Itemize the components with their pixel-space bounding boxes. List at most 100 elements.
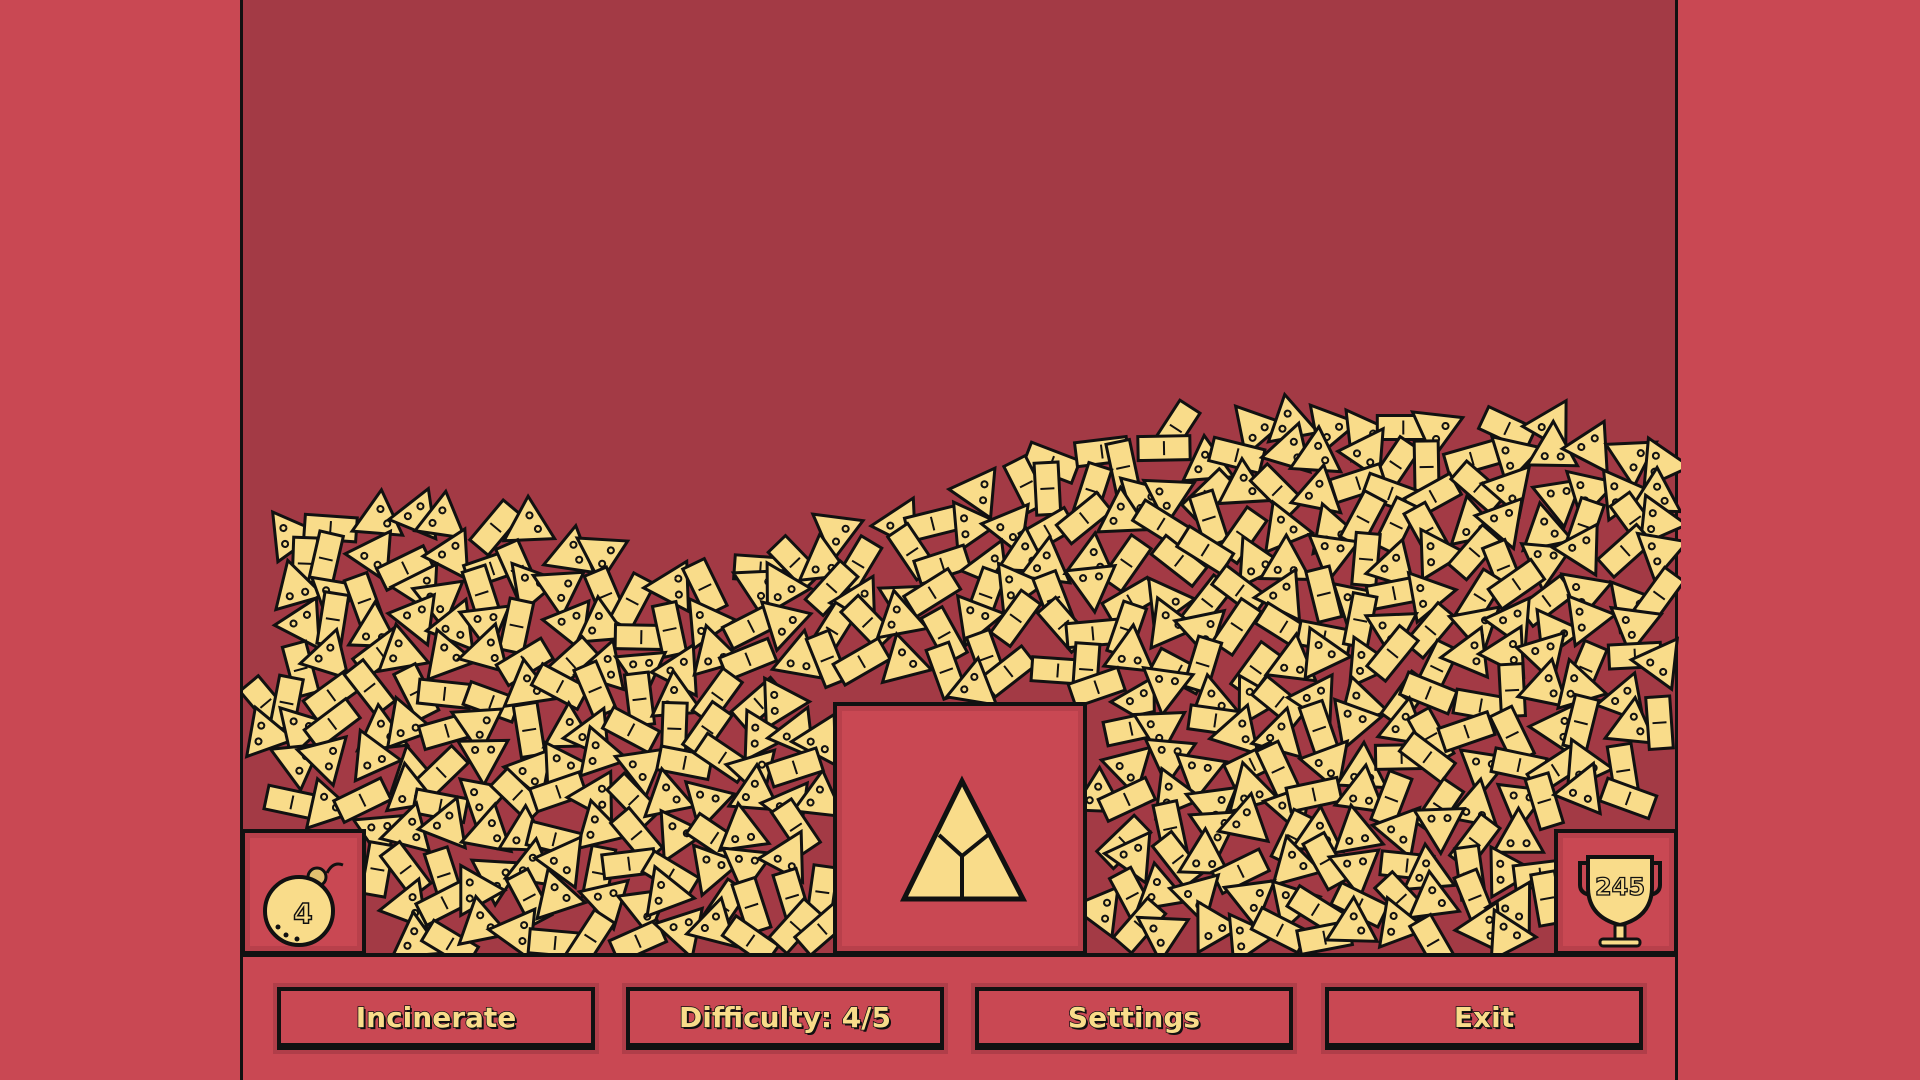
rectangle-piece[interactable] [600,704,662,755]
triangle-piece[interactable] [1285,625,1354,693]
triangle-piece[interactable] [745,550,814,617]
rectangle-piece[interactable] [650,599,689,660]
rectangle-piece[interactable] [1436,709,1497,754]
exit-button[interactable]: Exit [1325,987,1643,1050]
rectangle-piece[interactable] [527,770,589,814]
triangle-piece[interactable] [522,553,587,621]
rectangle-piece[interactable] [1597,776,1659,821]
triangle-piece[interactable] [376,621,437,686]
triangle-piece[interactable] [943,655,1013,725]
triangle-piece[interactable] [645,863,698,923]
rectangle-piece[interactable] [1064,617,1122,650]
triangle-piece[interactable] [1635,518,1681,584]
triangle-piece[interactable] [1176,825,1232,876]
triangle-piece[interactable] [409,626,479,696]
triangle-piece[interactable] [1176,889,1245,953]
triangle-piece[interactable] [1510,656,1570,720]
triangle-piece[interactable] [1315,894,1380,953]
triangle-piece[interactable] [1550,521,1618,586]
triangle-piece[interactable] [1470,907,1540,953]
triangle-piece[interactable] [1411,806,1467,857]
rectangle-piece[interactable] [342,657,398,718]
rectangle-piece[interactable] [1364,623,1421,684]
rectangle-piece[interactable] [1210,596,1264,658]
rectangle-piece[interactable] [919,604,970,666]
triangle-piece[interactable] [578,723,634,784]
triangle-piece[interactable] [763,675,813,731]
triangle-piece[interactable] [373,689,438,750]
triangle-piece[interactable] [1566,590,1619,649]
rectangle-piece[interactable] [497,596,536,656]
triangle-piece[interactable] [726,761,793,831]
rectangle-piece[interactable] [901,566,963,619]
incinerate-button[interactable]: Incinerate [277,987,595,1050]
triangle-piece[interactable] [713,800,772,853]
target-shape-slot[interactable] [833,702,1087,955]
rectangle-piece[interactable] [1136,434,1192,463]
rectangle-piece[interactable] [1054,490,1114,546]
triangle-piece[interactable] [1332,761,1391,814]
triangle-piece[interactable] [455,738,511,788]
triangle-piece[interactable] [1490,805,1547,854]
triangle-piece[interactable] [1369,792,1439,861]
rectangle-piece[interactable] [1486,557,1547,612]
triangle-piece[interactable] [1131,595,1201,663]
triangle-piece[interactable] [1215,864,1277,931]
rectangle-piece[interactable] [769,796,823,858]
triangle-piece[interactable] [1628,624,1681,692]
rectangle-piece[interactable] [1206,435,1267,475]
triangle-piece[interactable] [291,726,349,789]
triangle-piece[interactable] [1608,591,1671,657]
triangle-piece[interactable] [271,595,340,662]
rectangle-piece[interactable] [720,913,781,953]
triangle-piece[interactable] [1595,694,1658,762]
rectangle-piece[interactable] [529,661,591,712]
triangle-piece[interactable] [441,690,505,757]
playfield[interactable] [240,0,1681,953]
triangle-piece[interactable] [945,464,997,521]
rectangle-piece[interactable] [1402,600,1459,661]
triangle-piece[interactable] [1303,533,1362,586]
triangle-piece[interactable] [574,797,633,861]
rectangle-piece[interactable] [1099,532,1154,594]
triangle-piece[interactable] [1101,621,1158,673]
rectangle-piece[interactable] [988,588,1043,649]
triangle-piece[interactable] [453,621,510,683]
triangle-piece[interactable] [419,526,489,593]
triangle-piece[interactable] [875,587,936,652]
rectangle-piece[interactable] [1209,563,1270,618]
triangle-piece[interactable] [456,604,515,656]
triangle-piece[interactable] [1559,418,1628,485]
triangle-piece[interactable] [1320,697,1385,757]
triangle-piece[interactable] [1398,392,1466,461]
rectangle-piece[interactable] [831,636,893,688]
triangle-piece[interactable] [453,801,514,866]
triangle-piece[interactable] [745,584,814,654]
rectangle-piece[interactable] [1284,775,1344,814]
rectangle-piece[interactable] [1523,770,1566,832]
triangle-piece[interactable] [297,626,367,695]
triangle-piece[interactable] [1638,492,1681,549]
triangle-piece[interactable] [1062,563,1119,616]
triangle-piece[interactable] [1205,702,1260,763]
triangle-piece[interactable] [1419,526,1469,583]
triangle-piece[interactable] [1217,390,1287,459]
rectangle-piece[interactable] [1397,729,1458,785]
triangle-piece[interactable] [564,517,631,586]
settings-button[interactable]: Settings [975,987,1293,1050]
triangle-piece[interactable] [1394,868,1463,937]
triangle-piece[interactable] [384,592,451,655]
triangle-piece[interactable] [1550,754,1617,816]
triangle-piece[interactable] [629,765,698,836]
triangle-piece[interactable] [640,558,691,614]
triangle-piece[interactable] [743,707,794,763]
rectangle-piece[interactable] [302,696,363,752]
triangle-piece[interactable] [337,720,405,784]
rectangle-piece[interactable] [1397,670,1459,716]
triangle-piece[interactable] [1101,829,1168,893]
rectangle-piece[interactable] [1066,665,1128,709]
triangle-piece[interactable] [865,631,935,701]
triangle-piece[interactable] [951,498,1003,555]
triangle-piece[interactable] [1170,752,1229,805]
rectangle-piece[interactable] [1248,461,1307,520]
